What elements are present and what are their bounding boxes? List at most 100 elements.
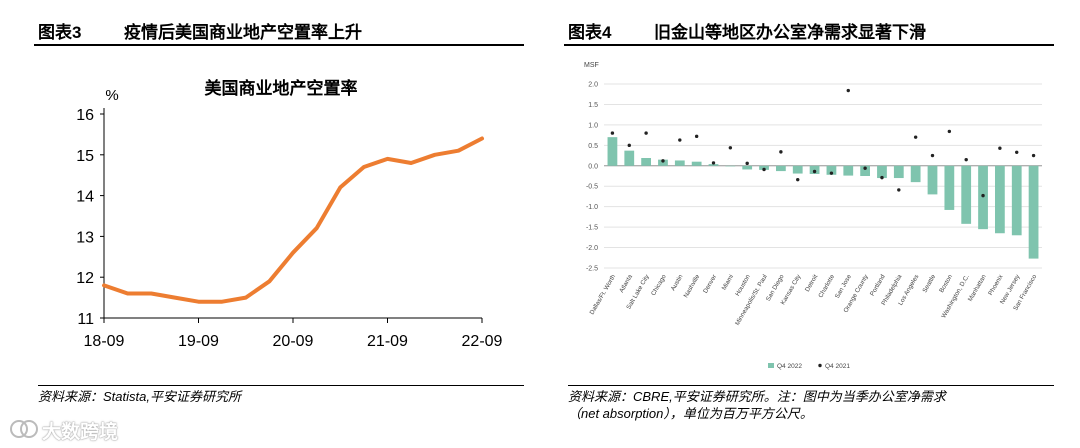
vacancy-rate-line: [102, 136, 484, 304]
dot-q4-2021: [981, 193, 985, 198]
y-tick-label: 16: [76, 107, 94, 124]
dot-q4-2021: [863, 166, 867, 170]
bar-q4-2022: [1028, 165, 1039, 259]
bar-q4-2022: [978, 165, 988, 230]
dot-q4-2021: [998, 146, 1002, 150]
category-label: Denver: [702, 274, 718, 295]
x-tick-label: 21-09: [367, 333, 408, 350]
dot-q4-2021: [829, 171, 834, 175]
dot-q4-2021: [644, 131, 648, 135]
bar-q4-2022: [607, 137, 618, 166]
watermark-logo: 大数跨境: [8, 416, 158, 443]
dot-q4-2021: [964, 157, 968, 162]
y-tick-label: 12: [76, 270, 94, 287]
y-tick-label: 0.0: [588, 163, 598, 170]
dot-q4-2021: [627, 143, 631, 148]
line-chart: 美国商业地产空置率 % 11 12 13 14 15 16 18-09 19-09 20-09 2…: [76, 78, 503, 350]
legend-swatch-q4-2022: [768, 363, 774, 368]
bar-q4-2022: [1011, 165, 1022, 236]
dot-q4-2021: [1015, 150, 1019, 154]
figure-header: 图表4 旧金山等地区办公室净需求显著下滑: [564, 14, 1054, 46]
bar-q4-2022: [691, 161, 702, 166]
x-tick-label: 20-09: [273, 333, 314, 350]
source-text: 资料来源：CBRE,平安证券研究所。注：图中为当季办公室净需求: [568, 389, 946, 404]
category-label: Portland: [869, 273, 887, 297]
dot-q4-2021: [610, 131, 615, 135]
category-label: Nashville: [683, 273, 702, 299]
y-tick-label: -1.0: [586, 204, 598, 211]
watermark-text: 大数跨境: [42, 422, 119, 443]
figure-source: 资料来源：CBRE,平安证券研究所。注：图中为当季办公室净需求 （net abs…: [568, 385, 1054, 422]
figure-title: 旧金山等地区办公室净需求显著下滑: [654, 23, 926, 42]
dot-q4-2021: [913, 135, 918, 139]
category-label: Minneapolis/St. Paul: [734, 274, 769, 327]
chart-title: 美国商业地产空置率: [205, 78, 358, 98]
bar-q4-2022: [843, 165, 854, 176]
source-text: 资料来源：Statista,平安证券研究所: [38, 389, 241, 404]
bar-q4-2022: [944, 165, 955, 210]
legend-label: Q4 2022: [777, 363, 802, 370]
bar-q4-2022: [792, 165, 803, 174]
bar-q4-2022: [927, 165, 938, 195]
bar-q4-2022: [742, 165, 753, 170]
category-label: Chicago: [650, 273, 668, 297]
y-tick-label: 15: [76, 148, 94, 165]
category-label: Phoenix: [987, 273, 1005, 297]
category-label: Miami: [721, 274, 735, 292]
bar-q4-2022: [826, 165, 837, 175]
source-note: （net absorption），单位为百万平方公尺。: [568, 406, 813, 421]
dot-q4-2021: [796, 177, 800, 182]
y-tick-label: 0.5: [588, 143, 598, 150]
dot-q4-2021: [846, 88, 850, 93]
x-tick-label: 22-09: [462, 333, 503, 350]
category-label: Austin: [670, 273, 685, 292]
dot-q4-2021: [694, 134, 699, 139]
x-tick-label: 19-09: [178, 333, 219, 350]
bar-q4-2022: [674, 160, 685, 166]
legend-label: Q4 2021: [825, 363, 850, 370]
bar-q4-2022: [641, 158, 652, 166]
dot-q4-2021: [779, 150, 783, 154]
bar-q4-2022: [910, 165, 921, 183]
dot-q4-2021: [728, 146, 733, 150]
y-axis-unit: %: [105, 87, 118, 104]
figure-header: 图表3 疫情后美国商业地产空置率上升: [34, 14, 524, 46]
bar-chart: MSF -2.5-2.0-1.5-1.0-0.50.00.51.01.52.0 …: [584, 62, 1042, 370]
y-tick-label: 14: [76, 189, 94, 206]
figure-source: 资料来源：Statista,平安证券研究所: [38, 385, 524, 405]
dot-q4-2021: [897, 188, 901, 192]
y-tick-label: -0.5: [586, 184, 598, 191]
dot-q4-2021: [678, 138, 682, 142]
figure-title: 疫情后美国商业地产空置率上升: [124, 23, 362, 42]
y-tick-label: 2.0: [588, 82, 598, 89]
y-tick-label: 13: [76, 229, 94, 246]
category-label: Boston: [938, 273, 954, 294]
bar-q4-2022: [708, 164, 719, 166]
bar-q4-2022: [775, 165, 786, 172]
bar-q4-2022: [877, 165, 887, 179]
bar-q4-2022: [961, 165, 972, 224]
y-tick-label: -1.5: [586, 225, 598, 232]
y-tick-label: -2.5: [586, 266, 598, 273]
category-label: Seattle: [921, 273, 937, 294]
dot-q4-2021: [745, 161, 749, 166]
bar-q4-2022: [994, 165, 1005, 234]
dot-q4-2021: [711, 161, 716, 165]
y-tick-label: 1.5: [588, 102, 598, 109]
bar-q4-2022: [725, 165, 736, 167]
y-tick-label: -2.0: [586, 245, 598, 252]
category-label: Houston: [734, 273, 752, 297]
right-figure-panel: 图表4 旧金山等地区办公室净需求显著下滑 MSF -2.5 -2.0 -1.5 -1.…: [564, 14, 1054, 421]
category-label: Detroit: [804, 273, 819, 293]
dot-q4-2021: [947, 129, 952, 134]
bar-q4-2022: [860, 165, 871, 176]
figure-number: 图表3: [38, 23, 82, 42]
category-label: Dallas/Ft. Worth: [589, 273, 618, 316]
left-figure-panel: 图表3 疫情后美国商业地产空置率上升 美国商业地产空置率 % 11 12 13 14 1…: [34, 14, 524, 414]
bar-q4-2022: [658, 159, 668, 166]
y-tick-label: 1.0: [588, 122, 598, 129]
y-axis-unit: MSF: [584, 62, 599, 69]
bar-q4-2022: [624, 150, 635, 166]
legend-marker-q4-2021: [818, 363, 822, 368]
dot-q4-2021: [1031, 153, 1036, 158]
